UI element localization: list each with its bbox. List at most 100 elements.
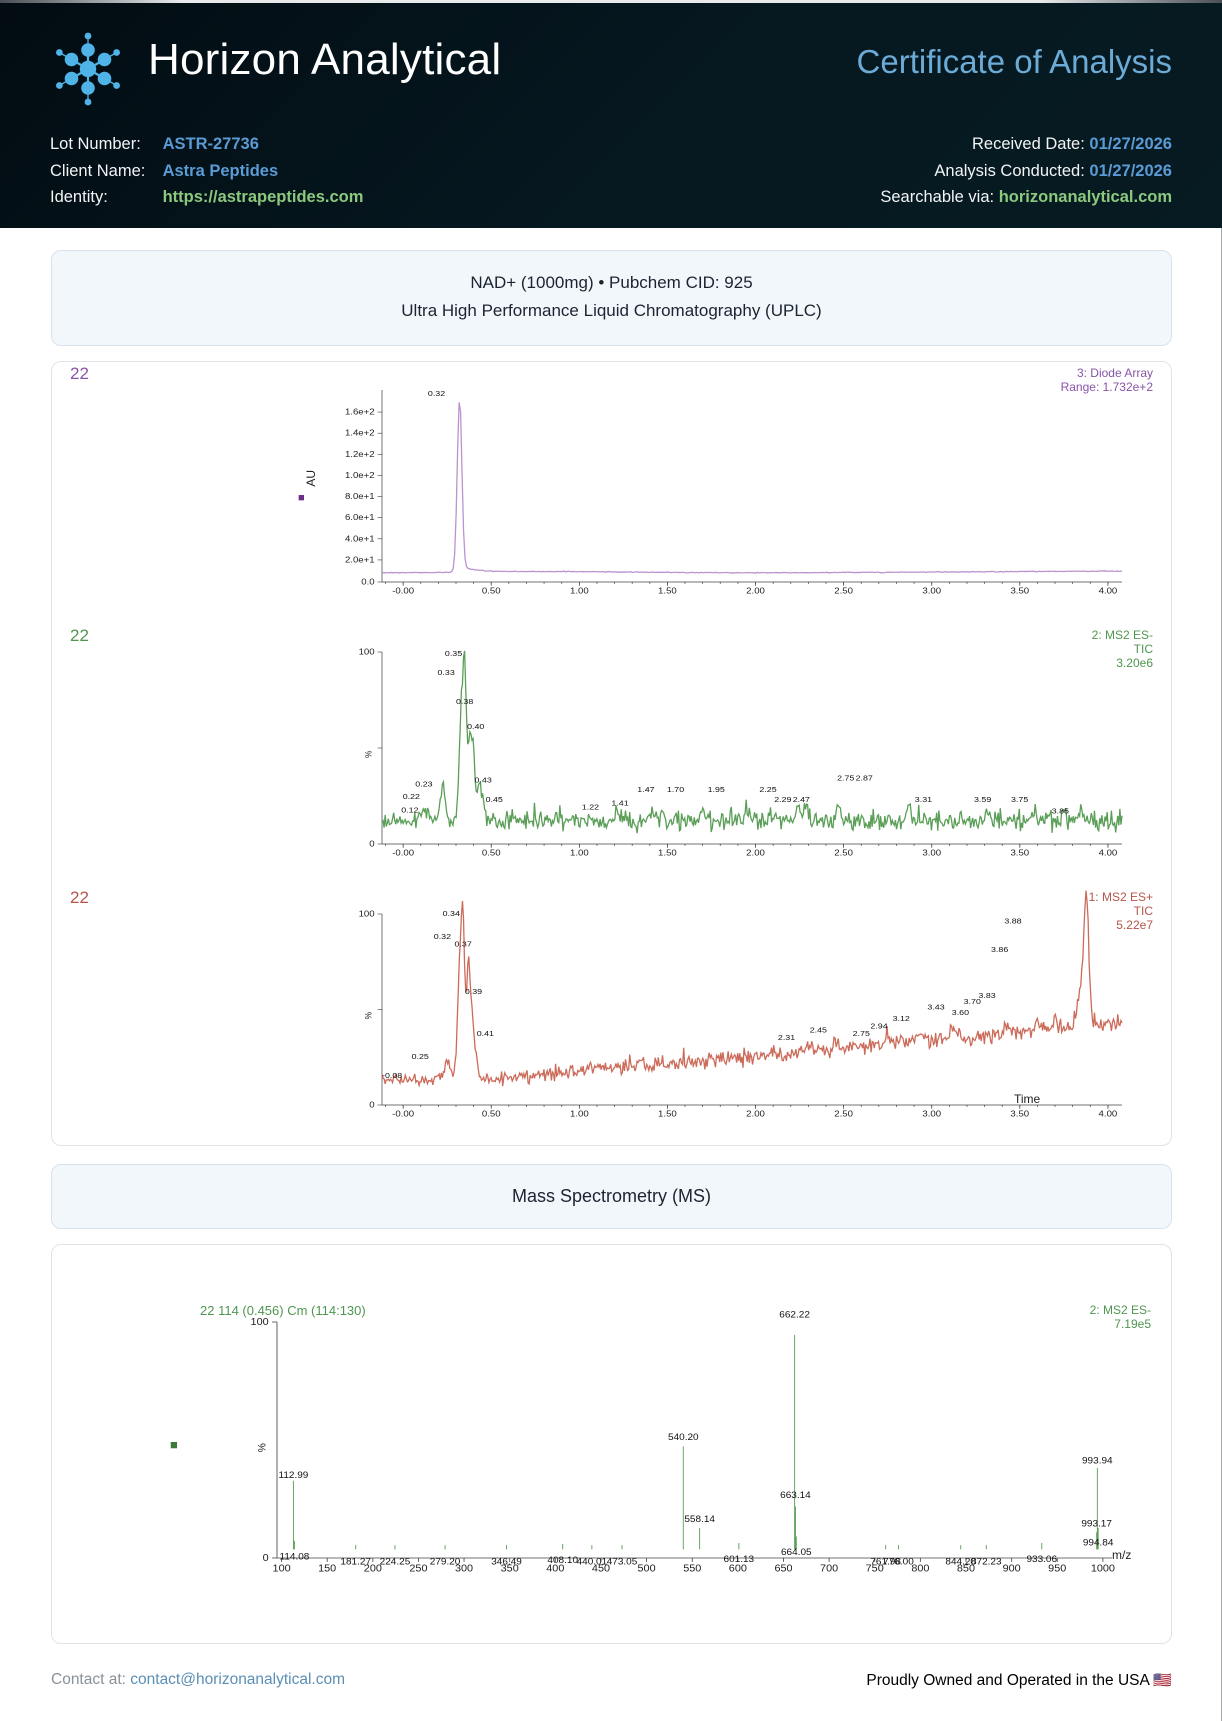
svg-text:993.94: 993.94 <box>1082 1456 1113 1467</box>
svg-text:3.75: 3.75 <box>1011 794 1029 803</box>
svg-text:664.05: 664.05 <box>781 1547 812 1558</box>
svg-text:1.6e+2: 1.6e+2 <box>345 407 375 416</box>
svg-text:2.0e+1: 2.0e+1 <box>345 555 375 564</box>
svg-text:6.0e+1: 6.0e+1 <box>345 513 375 522</box>
svg-text:3.12: 3.12 <box>893 1015 911 1023</box>
svg-text:0.34: 0.34 <box>443 909 461 917</box>
svg-text:0.43: 0.43 <box>475 775 493 784</box>
svg-text:650: 650 <box>774 1563 792 1575</box>
svg-text:0.33: 0.33 <box>438 668 456 677</box>
svg-text:%: % <box>256 1443 268 1452</box>
svg-text:601.13: 601.13 <box>724 1554 755 1565</box>
svg-text:0.50: 0.50 <box>482 586 501 595</box>
svg-text:0.37: 0.37 <box>455 940 473 948</box>
svg-text:2.75: 2.75 <box>837 773 855 782</box>
svg-text:0.25: 0.25 <box>412 1053 430 1061</box>
svg-text:-0.08: -0.08 <box>382 1072 403 1080</box>
svg-text:933.06: 933.06 <box>1026 1554 1057 1565</box>
svg-text:0.50: 0.50 <box>482 1109 501 1118</box>
svg-text:2.87: 2.87 <box>856 773 874 782</box>
svg-text:4.00: 4.00 <box>1099 848 1118 857</box>
svg-text:0: 0 <box>263 1552 269 1564</box>
svg-text:500: 500 <box>638 1563 656 1575</box>
svg-text:1.50: 1.50 <box>658 1109 677 1118</box>
svg-text:0.32: 0.32 <box>434 932 452 940</box>
svg-text:100: 100 <box>251 1316 269 1328</box>
svg-text:0.32: 0.32 <box>428 388 446 397</box>
svg-text:3.00: 3.00 <box>922 1109 941 1118</box>
svg-text:2.00: 2.00 <box>746 848 765 857</box>
svg-text:100: 100 <box>359 647 375 656</box>
svg-text:1.22: 1.22 <box>582 802 600 811</box>
svg-text:872.23: 872.23 <box>971 1557 1002 1568</box>
svg-text:540.20: 540.20 <box>668 1432 699 1443</box>
svg-text:2.94: 2.94 <box>870 1022 888 1030</box>
svg-text:662.22: 662.22 <box>779 1310 810 1321</box>
svg-text:279.20: 279.20 <box>430 1557 461 1568</box>
svg-text:3.00: 3.00 <box>922 586 941 595</box>
svg-text:1.50: 1.50 <box>658 586 677 595</box>
svg-text:-0.00: -0.00 <box>392 848 414 857</box>
svg-text:1.00: 1.00 <box>570 1109 589 1118</box>
svg-text:473.05: 473.05 <box>607 1557 638 1568</box>
svg-text:3.50: 3.50 <box>1010 1109 1029 1118</box>
svg-text:4.00: 4.00 <box>1099 1109 1118 1118</box>
svg-text:994.84: 994.84 <box>1083 1538 1114 1549</box>
svg-text:3.59: 3.59 <box>974 794 992 803</box>
svg-text:1.2e+2: 1.2e+2 <box>345 449 375 458</box>
svg-text:0: 0 <box>369 839 374 848</box>
svg-text:2.50: 2.50 <box>834 848 853 857</box>
svg-text:181.27: 181.27 <box>340 1557 371 1568</box>
svg-text:4.0e+1: 4.0e+1 <box>345 534 375 543</box>
svg-text:0: 0 <box>369 1100 374 1109</box>
svg-text:-0.00: -0.00 <box>392 1109 414 1118</box>
svg-text:3.85: 3.85 <box>1052 806 1070 815</box>
svg-text:0.41: 0.41 <box>477 1030 495 1038</box>
svg-text:1.00: 1.00 <box>570 848 589 857</box>
svg-text:2.29: 2.29 <box>774 794 792 803</box>
svg-text:558.14: 558.14 <box>684 1514 715 1525</box>
svg-text:%: % <box>363 751 374 758</box>
svg-text:0.12: 0.12 <box>401 805 419 814</box>
svg-text:663.14: 663.14 <box>780 1490 811 1501</box>
svg-text:3.43: 3.43 <box>927 1003 945 1011</box>
svg-text:0.23: 0.23 <box>415 779 433 788</box>
svg-text:1.00: 1.00 <box>570 586 589 595</box>
svg-text:800: 800 <box>911 1563 929 1575</box>
svg-text:2.75: 2.75 <box>853 1030 871 1038</box>
svg-text:3.50: 3.50 <box>1010 848 1029 857</box>
svg-text:408.10: 408.10 <box>547 1555 578 1566</box>
svg-text:3.83: 3.83 <box>978 992 996 1000</box>
svg-text:346.49: 346.49 <box>491 1557 522 1568</box>
svg-text:%: % <box>363 1012 374 1019</box>
svg-text:2.31: 2.31 <box>778 1034 796 1042</box>
svg-text:224.25: 224.25 <box>380 1557 411 1568</box>
svg-text:1.95: 1.95 <box>708 785 726 794</box>
svg-text:100: 100 <box>273 1563 291 1575</box>
svg-text:993.17: 993.17 <box>1081 1519 1112 1530</box>
svg-text:100: 100 <box>359 909 375 918</box>
svg-text:776.00: 776.00 <box>883 1557 914 1568</box>
svg-text:250: 250 <box>409 1563 427 1575</box>
svg-text:114.08: 114.08 <box>280 1552 310 1563</box>
svg-text:3.00: 3.00 <box>922 848 941 857</box>
svg-text:0.39: 0.39 <box>465 988 483 996</box>
svg-text:2.00: 2.00 <box>746 586 765 595</box>
svg-text:700: 700 <box>820 1563 838 1575</box>
svg-text:-0.00: -0.00 <box>392 586 414 595</box>
svg-text:3.31: 3.31 <box>915 794 933 803</box>
svg-text:112.99: 112.99 <box>279 1470 309 1481</box>
svg-text:0.45: 0.45 <box>486 794 504 803</box>
svg-text:0.50: 0.50 <box>482 848 501 857</box>
svg-text:2.47: 2.47 <box>793 794 811 803</box>
svg-text:150: 150 <box>318 1563 336 1575</box>
svg-text:3.88: 3.88 <box>1004 917 1022 925</box>
svg-text:1.47: 1.47 <box>637 785 655 794</box>
svg-text:0.40: 0.40 <box>467 721 485 730</box>
svg-text:2.50: 2.50 <box>834 1109 853 1118</box>
svg-text:0.38: 0.38 <box>456 696 474 705</box>
svg-text:2.50: 2.50 <box>834 586 853 595</box>
svg-text:0.22: 0.22 <box>403 791 421 800</box>
svg-text:2.25: 2.25 <box>759 785 777 794</box>
svg-text:3.86: 3.86 <box>991 946 1009 954</box>
